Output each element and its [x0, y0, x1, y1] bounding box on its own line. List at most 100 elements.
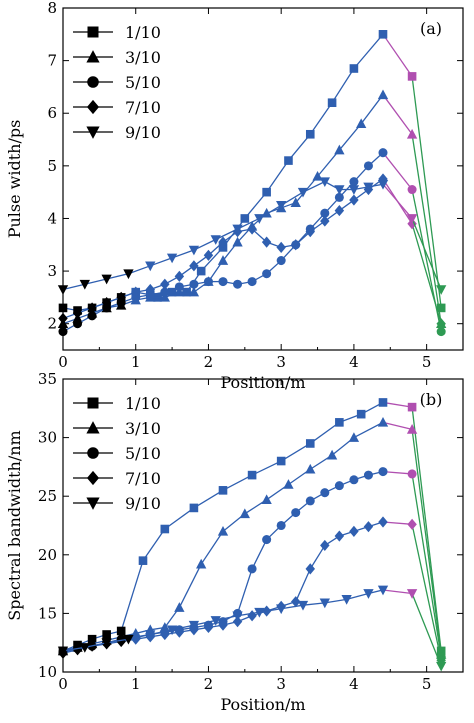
data-point [254, 214, 265, 224]
x-tick-label: 4 [349, 675, 359, 693]
data-point [334, 185, 345, 195]
data-point [320, 488, 330, 498]
legend-entry: 5/10 [73, 73, 161, 92]
y-tick-label: 25 [38, 487, 57, 505]
data-point [377, 89, 389, 100]
data-point [436, 303, 446, 313]
series-line-segment [200, 531, 224, 565]
series-line-segment [309, 545, 326, 570]
x-axis-label: Position/m [220, 373, 305, 392]
legend-label: 1/10 [125, 394, 161, 413]
data-point [291, 508, 301, 518]
series-9-10 [57, 177, 447, 295]
series-line-segment [222, 474, 253, 491]
series-output-segment [382, 421, 413, 431]
data-point [436, 661, 447, 672]
series-output-segment [382, 521, 413, 525]
legend-entry: 9/10 [73, 123, 161, 142]
data-point [101, 297, 112, 309]
legend-marker [86, 99, 100, 115]
chart-panel-a: 0 1 2 3 4 5 2 3 4 5 6 7 8 Position/m Pulse width/ps (a)… [5, 0, 464, 392]
x-tick-label: 4 [349, 353, 359, 371]
data-point [239, 508, 250, 519]
data-point [167, 287, 177, 297]
panel-label: (a) [420, 19, 442, 38]
data-point [189, 279, 199, 289]
series-line-segment [317, 149, 340, 177]
series-drop-segment [411, 593, 442, 667]
legend-entry: 5/10 [73, 444, 161, 463]
data-point [341, 595, 352, 605]
legend-marker [86, 497, 100, 510]
data-point [349, 194, 359, 206]
series-line-segment [281, 604, 304, 610]
data-point [262, 535, 272, 545]
series-line-segment [295, 568, 311, 602]
series-line-segment [150, 629, 173, 636]
y-tick-label: 4 [47, 209, 57, 227]
legend-label: 9/10 [125, 123, 161, 142]
data-point [138, 556, 148, 565]
data-point [334, 530, 345, 542]
series-line-segment [84, 642, 107, 649]
legend-entry: 7/10 [73, 469, 161, 488]
data-point [363, 589, 374, 599]
data-point [203, 621, 214, 634]
data-point [406, 424, 418, 434]
data-point [116, 626, 126, 636]
data-point [406, 214, 418, 224]
series-line-segment [353, 33, 384, 69]
series-output-segment [382, 183, 413, 219]
data-point [188, 245, 200, 256]
data-point [407, 469, 417, 479]
series-line-segment [215, 615, 238, 622]
y-tick-label: 10 [38, 663, 57, 681]
data-point [116, 291, 126, 303]
y-tick-label: 20 [38, 546, 57, 564]
data-point [378, 398, 388, 407]
data-point [73, 319, 83, 329]
data-point [196, 266, 206, 276]
data-point [290, 239, 301, 251]
panel-label: (b) [420, 390, 443, 409]
data-point [130, 633, 141, 645]
legend-marker [86, 421, 100, 434]
data-point [305, 496, 315, 506]
series-drop-segment [411, 473, 442, 657]
data-point [349, 177, 359, 187]
y-tick-label: 8 [47, 0, 57, 17]
data-point [326, 449, 338, 460]
data-point [72, 644, 83, 656]
data-point [335, 418, 344, 427]
series-line-segment [150, 257, 173, 267]
legend-entry: 1/10 [73, 394, 161, 413]
data-point [189, 503, 199, 513]
data-point [196, 558, 207, 569]
series-1-10 [58, 30, 446, 315]
series-7-10 [58, 516, 446, 666]
data-point [334, 204, 345, 217]
data-point [58, 303, 68, 313]
series-output-segment [382, 401, 413, 408]
legend-marker [87, 447, 99, 459]
legend-label: 3/10 [125, 48, 161, 67]
series-drop-segment [411, 218, 442, 290]
data-point [406, 589, 418, 599]
x-tick-label: 0 [58, 675, 68, 693]
data-point [58, 312, 68, 325]
series-output-segment [382, 33, 413, 77]
data-point [320, 215, 330, 227]
data-point [363, 521, 374, 533]
data-point [72, 307, 83, 319]
y-tick-label: 30 [38, 429, 57, 447]
data-point [217, 255, 229, 265]
legend-label: 9/10 [125, 494, 161, 513]
x-tick-label: 2 [204, 675, 214, 693]
data-point [276, 604, 287, 615]
data-point [378, 30, 388, 39]
series-line-segment [62, 283, 85, 291]
data-point [349, 64, 359, 73]
series-line-segment [171, 249, 195, 259]
legend-entry: 7/10 [73, 98, 161, 117]
